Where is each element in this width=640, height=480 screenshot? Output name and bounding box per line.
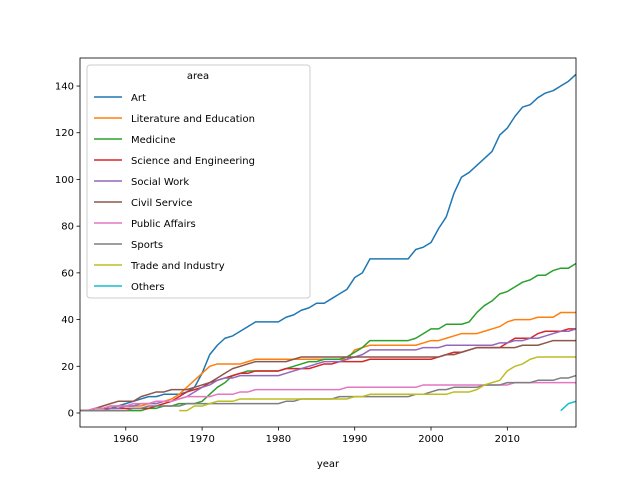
legend-entry-label: Social Work <box>131 177 189 188</box>
legend-entry-label: Art <box>131 93 146 104</box>
x-axis-label: year <box>317 459 340 470</box>
legend-entry-label: Sports <box>131 240 163 251</box>
y-tick-label: 0 <box>68 408 74 419</box>
y-tick-label: 40 <box>61 315 74 326</box>
x-tick-label: 1980 <box>266 434 291 445</box>
y-axis-ticks: 0 20 40 60 80 100 120 140 <box>55 82 80 419</box>
series-line-9 <box>179 356 576 412</box>
legend-entries: Art Literature and Education Medicine Scien… <box>94 93 255 293</box>
x-axis-ticks: 1960 1970 1980 1990 2000 2010 <box>113 427 520 445</box>
legend-box <box>86 64 311 299</box>
legend-entry-label: Civil Service <box>131 198 192 209</box>
x-tick-label: 2000 <box>418 434 443 445</box>
legend-entry-label: Science and Engineering <box>131 156 255 167</box>
y-tick-label: 80 <box>61 222 74 233</box>
y-tick-label: 60 <box>61 268 74 279</box>
legend-entry-label: Medicine <box>131 135 176 146</box>
legend-entry-label: Public Affairs <box>131 219 196 230</box>
series-line-6 <box>80 339 576 412</box>
y-tick-label: 140 <box>55 82 74 93</box>
legend: area Art Literature and Education Medicine… <box>86 64 311 299</box>
series-line-1 <box>80 73 576 412</box>
x-tick-label: 1990 <box>342 434 367 445</box>
legend-entry-label: Literature and Education <box>131 114 255 125</box>
legend-entry-label: Trade and Industry <box>130 261 225 272</box>
x-tick-label: 1960 <box>113 434 138 445</box>
legend-entry-label: Others <box>131 282 165 293</box>
legend-title: area <box>187 71 209 82</box>
series-lines <box>80 73 576 412</box>
series-line-10 <box>560 400 576 412</box>
y-tick-label: 120 <box>55 128 74 139</box>
x-tick-label: 1970 <box>189 434 214 445</box>
y-tick-label: 100 <box>55 175 74 186</box>
x-tick-label: 2010 <box>495 434 520 445</box>
plot-frame <box>79 57 577 428</box>
y-tick-label: 20 <box>61 362 74 373</box>
